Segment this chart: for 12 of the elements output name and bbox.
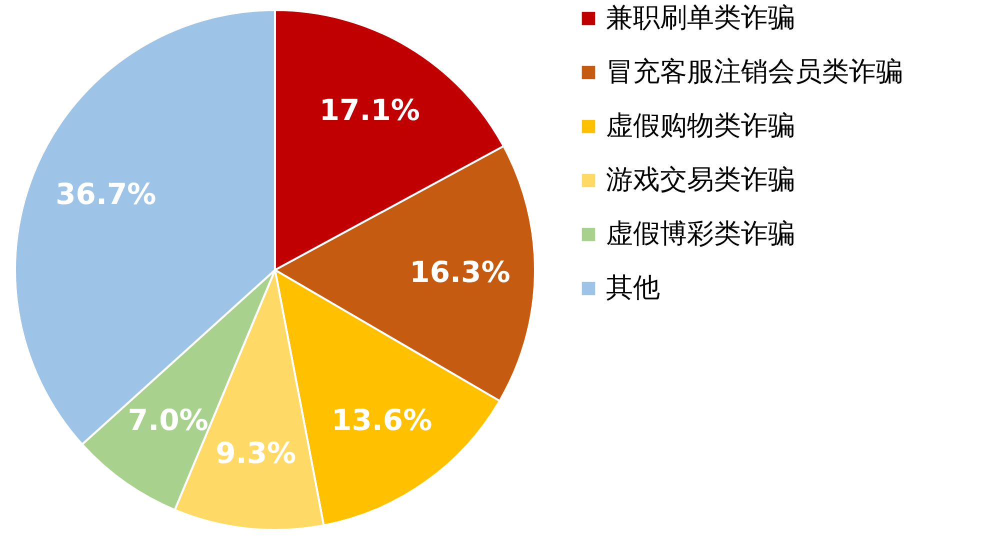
legend-label: 游戏交易类诈骗	[606, 164, 795, 196]
legend-label: 虚假购物类诈骗	[606, 110, 795, 142]
data-label: 17.1%	[319, 93, 420, 128]
data-label: 9.3%	[216, 436, 296, 470]
data-label: 13.6%	[332, 403, 432, 438]
legend-label: 其他	[606, 272, 660, 304]
legend-label: 兼职刷单类诈骗	[606, 2, 795, 34]
legend-label: 虚假博彩类诈骗	[606, 218, 795, 250]
data-label: 36.7%	[56, 176, 156, 211]
legend-label: 冒充客服注销会员类诈骗	[606, 56, 903, 88]
data-label: 7.0%	[128, 403, 208, 438]
data-label: 16.3%	[410, 254, 510, 289]
